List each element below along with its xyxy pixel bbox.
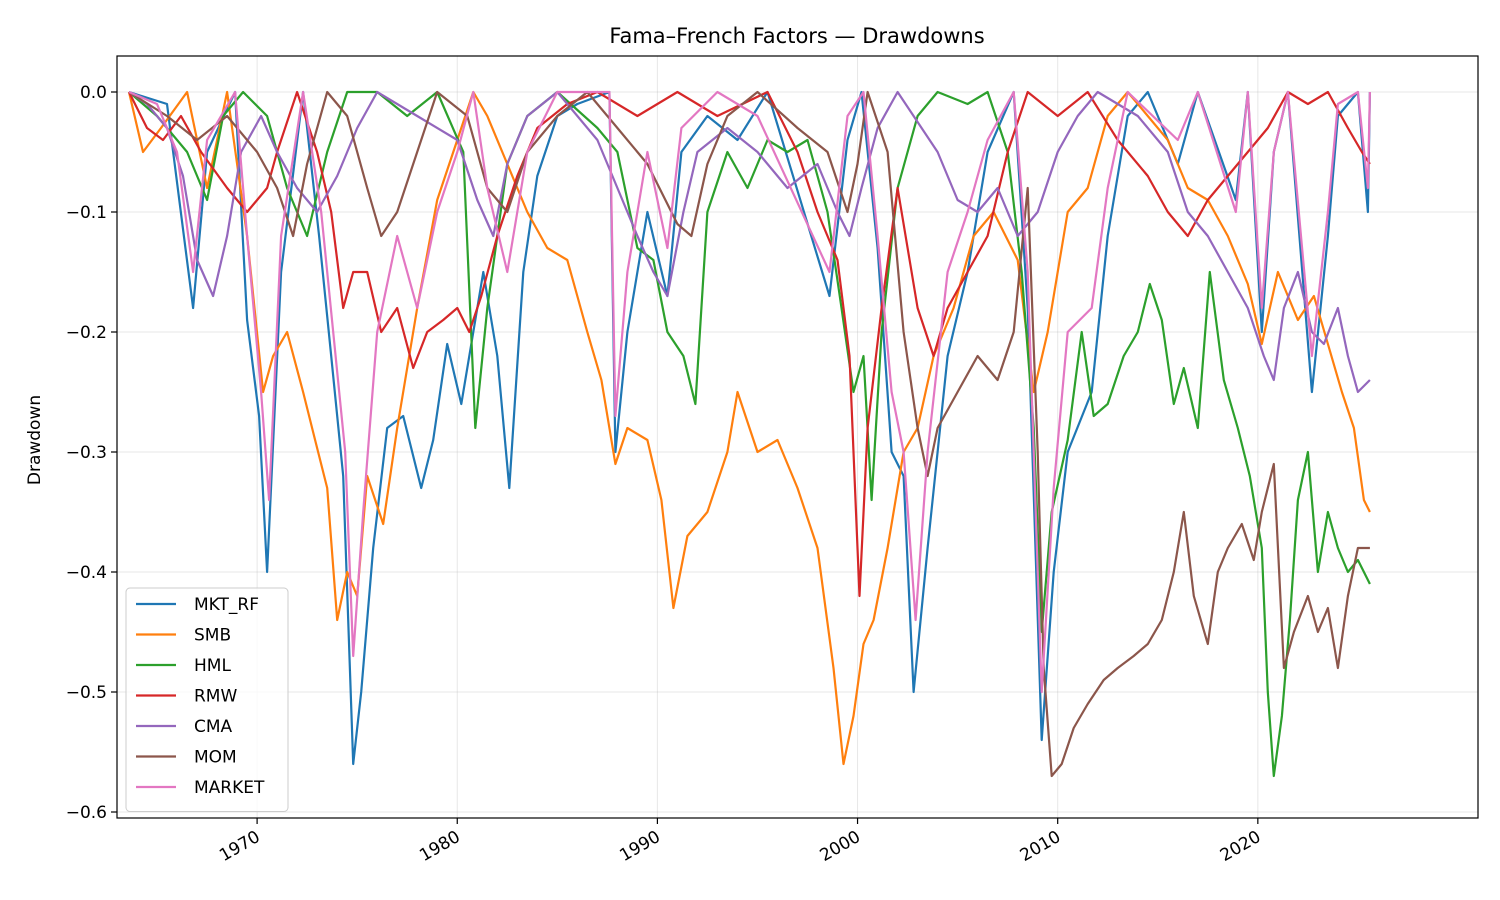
legend-label: RMW [194, 687, 237, 707]
series-line-market [128, 90, 1371, 694]
y-tick-label: −0.4 [66, 563, 107, 583]
legend-label: SMB [194, 626, 231, 646]
series-line-mom [128, 90, 1370, 778]
series-line-smb [127, 90, 1371, 766]
chart-title: Fama–French Factors — Drawdowns [609, 24, 984, 48]
y-tick-label: 0.0 [80, 83, 107, 103]
legend-label: MOM [194, 748, 237, 768]
series-line-hml [128, 90, 1371, 778]
y-tick-label: −0.6 [66, 803, 107, 823]
legend-label: CMA [194, 717, 233, 737]
series-line-cma [128, 90, 1371, 394]
legend-label: HML [194, 656, 231, 676]
y-tick-label: −0.1 [66, 203, 107, 223]
series-lines [127, 90, 1371, 778]
y-tick-label: −0.3 [66, 443, 107, 463]
y-tick-label: −0.2 [66, 323, 107, 343]
y-axis-ticks: 0.0 −0.1 −0.2 −0.3 −0.4 −0.5 −0.6 [66, 83, 117, 823]
legend: MKT_RF SMB HML RMW CMA MOM MARKET [125, 587, 289, 812]
y-tick-label: −0.5 [66, 683, 107, 703]
legend-label: MKT_RF [194, 595, 259, 615]
y-axis-label: Drawdown [25, 395, 45, 485]
legend-label: MARKET [194, 778, 265, 798]
plot-frame [116, 55, 1479, 819]
series-line-mkt-rf [128, 90, 1371, 766]
series-line-rmw [128, 90, 1371, 598]
